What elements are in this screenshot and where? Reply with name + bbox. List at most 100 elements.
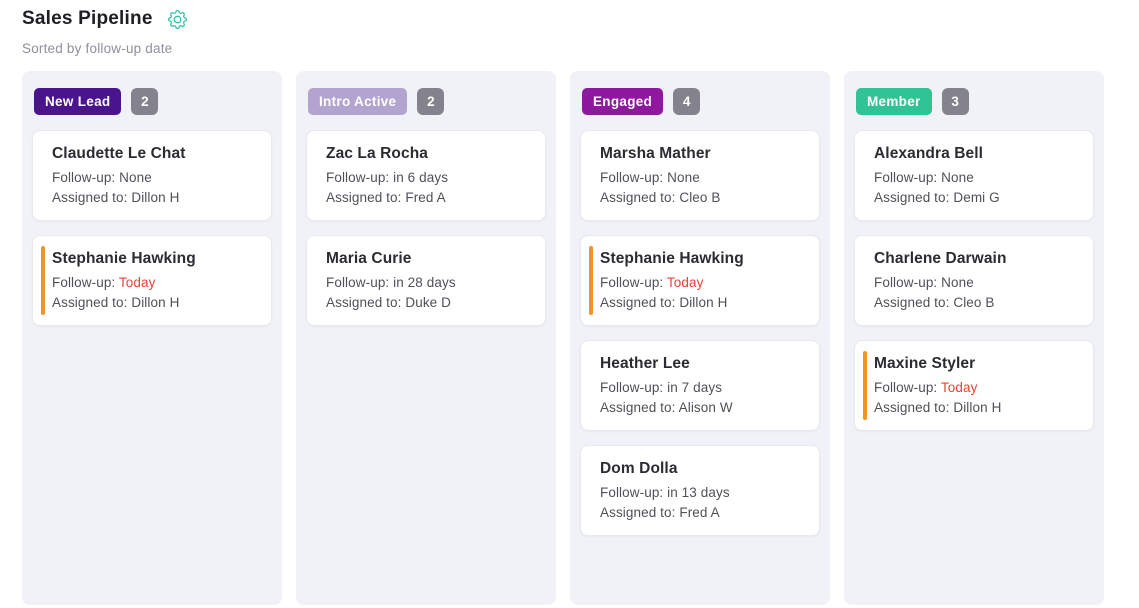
- pipeline-card[interactable]: Stephanie Hawking Follow-up: Today Assig…: [580, 235, 820, 326]
- followup-line: Follow-up: in 13 days: [600, 483, 805, 503]
- followup-label: Follow-up:: [52, 170, 120, 185]
- followup-value: None: [119, 170, 152, 185]
- assigned-label: Assigned to:: [874, 400, 954, 415]
- assigned-label: Assigned to:: [600, 295, 680, 310]
- pipeline-card[interactable]: Zac La Rocha Follow-up: in 6 days Assign…: [306, 130, 546, 221]
- assigned-line: Assigned to: Fred A: [600, 503, 805, 523]
- pipeline-card[interactable]: Marsha Mather Follow-up: None Assigned t…: [580, 130, 820, 221]
- pipeline-card[interactable]: Maria Curie Follow-up: in 28 days Assign…: [306, 235, 546, 326]
- stage-badge: Engaged: [582, 88, 664, 115]
- assigned-value: Alison W: [678, 400, 733, 415]
- card-count-badge: 4: [673, 88, 701, 115]
- due-today-indicator: [863, 351, 867, 420]
- assigned-line: Assigned to: Dillon H: [874, 398, 1079, 418]
- pipeline-column: Member 3 Alexandra Bell Follow-up: None …: [844, 71, 1104, 605]
- contact-name: Stephanie Hawking: [600, 250, 744, 267]
- pipeline-card[interactable]: Claudette Le Chat Follow-up: None Assign…: [32, 130, 272, 221]
- pipeline-column: Intro Active 2 Zac La Rocha Follow-up: i…: [296, 71, 556, 605]
- card-count-badge: 3: [941, 88, 969, 115]
- followup-value: in 7 days: [667, 380, 723, 395]
- settings-button[interactable]: [167, 8, 189, 30]
- stage-badge: New Lead: [34, 88, 122, 115]
- assigned-label: Assigned to:: [600, 400, 679, 415]
- followup-label: Follow-up:: [326, 275, 394, 290]
- pipeline-card[interactable]: Alexandra Bell Follow-up: None Assigned …: [854, 130, 1094, 221]
- contact-name: Alexandra Bell: [874, 145, 984, 162]
- assigned-line: Assigned to: Cleo B: [874, 293, 1079, 313]
- contact-name: Claudette Le Chat: [52, 145, 186, 162]
- column-header: Member 3: [854, 88, 1094, 115]
- contact-name: Maria Curie: [326, 250, 412, 267]
- assigned-line: Assigned to: Fred A: [326, 188, 531, 208]
- followup-line: Follow-up: None: [600, 168, 805, 188]
- assigned-label: Assigned to:: [326, 295, 406, 310]
- assigned-line: Assigned to: Dillon H: [600, 293, 805, 313]
- column-cards: Marsha Mather Follow-up: None Assigned t…: [580, 130, 820, 536]
- contact-name: Heather Lee: [600, 355, 690, 372]
- assigned-label: Assigned to:: [52, 190, 132, 205]
- contact-name: Dom Dolla: [600, 460, 678, 477]
- assigned-value: Dillon H: [131, 190, 180, 205]
- due-today-indicator: [589, 246, 593, 315]
- card-count-badge: 2: [131, 88, 159, 115]
- assigned-label: Assigned to:: [874, 190, 954, 205]
- assigned-value: Duke D: [405, 295, 451, 310]
- followup-label: Follow-up:: [874, 170, 942, 185]
- assigned-value: Dillon H: [131, 295, 180, 310]
- assigned-value: Fred A: [405, 190, 446, 205]
- column-cards: Claudette Le Chat Follow-up: None Assign…: [32, 130, 272, 326]
- followup-label: Follow-up:: [326, 170, 394, 185]
- followup-line: Follow-up: Today: [52, 273, 257, 293]
- followup-label: Follow-up:: [600, 485, 668, 500]
- assigned-value: Fred A: [679, 505, 720, 520]
- assigned-line: Assigned to: Dillon H: [52, 293, 257, 313]
- contact-name: Charlene Darwain: [874, 250, 1007, 267]
- due-today-indicator: [41, 246, 45, 315]
- followup-line: Follow-up: in 28 days: [326, 273, 531, 293]
- assigned-label: Assigned to:: [326, 190, 406, 205]
- stage-badge: Intro Active: [308, 88, 408, 115]
- followup-label: Follow-up:: [600, 275, 667, 290]
- assigned-value: Demi G: [953, 190, 1000, 205]
- followup-value: Today: [940, 380, 978, 395]
- contact-name: Stephanie Hawking: [52, 250, 196, 267]
- pipeline-card[interactable]: Charlene Darwain Follow-up: None Assigne…: [854, 235, 1094, 326]
- assigned-label: Assigned to:: [600, 190, 680, 205]
- contact-name: Maxine Styler: [874, 355, 976, 372]
- pipeline-card[interactable]: Stephanie Hawking Follow-up: Today Assig…: [32, 235, 272, 326]
- assigned-value: Dillon H: [679, 295, 728, 310]
- followup-value: None: [941, 170, 974, 185]
- card-count-badge: 2: [417, 88, 445, 115]
- assigned-line: Assigned to: Duke D: [326, 293, 531, 313]
- followup-value: None: [667, 170, 700, 185]
- followup-label: Follow-up:: [52, 275, 119, 290]
- followup-label: Follow-up:: [600, 170, 668, 185]
- followup-line: Follow-up: Today: [600, 273, 805, 293]
- followup-value: Today: [666, 275, 704, 290]
- followup-line: Follow-up: Today: [874, 378, 1079, 398]
- assigned-label: Assigned to:: [874, 295, 954, 310]
- followup-value: in 13 days: [667, 485, 730, 500]
- followup-line: Follow-up: in 6 days: [326, 168, 531, 188]
- pipeline-card[interactable]: Heather Lee Follow-up: in 7 days Assigne…: [580, 340, 820, 431]
- assigned-value: Dillon H: [953, 400, 1002, 415]
- sort-status-text: Sorted by follow-up date: [22, 41, 173, 56]
- assigned-line: Assigned to: Dillon H: [52, 188, 257, 208]
- contact-name: Marsha Mather: [600, 145, 711, 162]
- assigned-line: Assigned to: Demi G: [874, 188, 1079, 208]
- contact-name: Zac La Rocha: [326, 145, 428, 162]
- pipeline-card[interactable]: Maxine Styler Follow-up: Today Assigned …: [854, 340, 1094, 431]
- column-header: Engaged 4: [580, 88, 820, 115]
- followup-label: Follow-up:: [874, 380, 941, 395]
- pipeline-card[interactable]: Dom Dolla Follow-up: in 13 days Assigned…: [580, 445, 820, 536]
- followup-label: Follow-up:: [600, 380, 668, 395]
- followup-line: Follow-up: in 7 days: [600, 378, 805, 398]
- followup-value: None: [941, 275, 974, 290]
- followup-label: Follow-up:: [874, 275, 942, 290]
- assigned-value: Cleo B: [953, 295, 995, 310]
- pipeline-board: New Lead 2 Claudette Le Chat Follow-up: …: [22, 71, 1139, 605]
- column-header: Intro Active 2: [306, 88, 546, 115]
- column-cards: Alexandra Bell Follow-up: None Assigned …: [854, 130, 1094, 431]
- followup-line: Follow-up: None: [874, 168, 1079, 188]
- assigned-value: Cleo B: [679, 190, 721, 205]
